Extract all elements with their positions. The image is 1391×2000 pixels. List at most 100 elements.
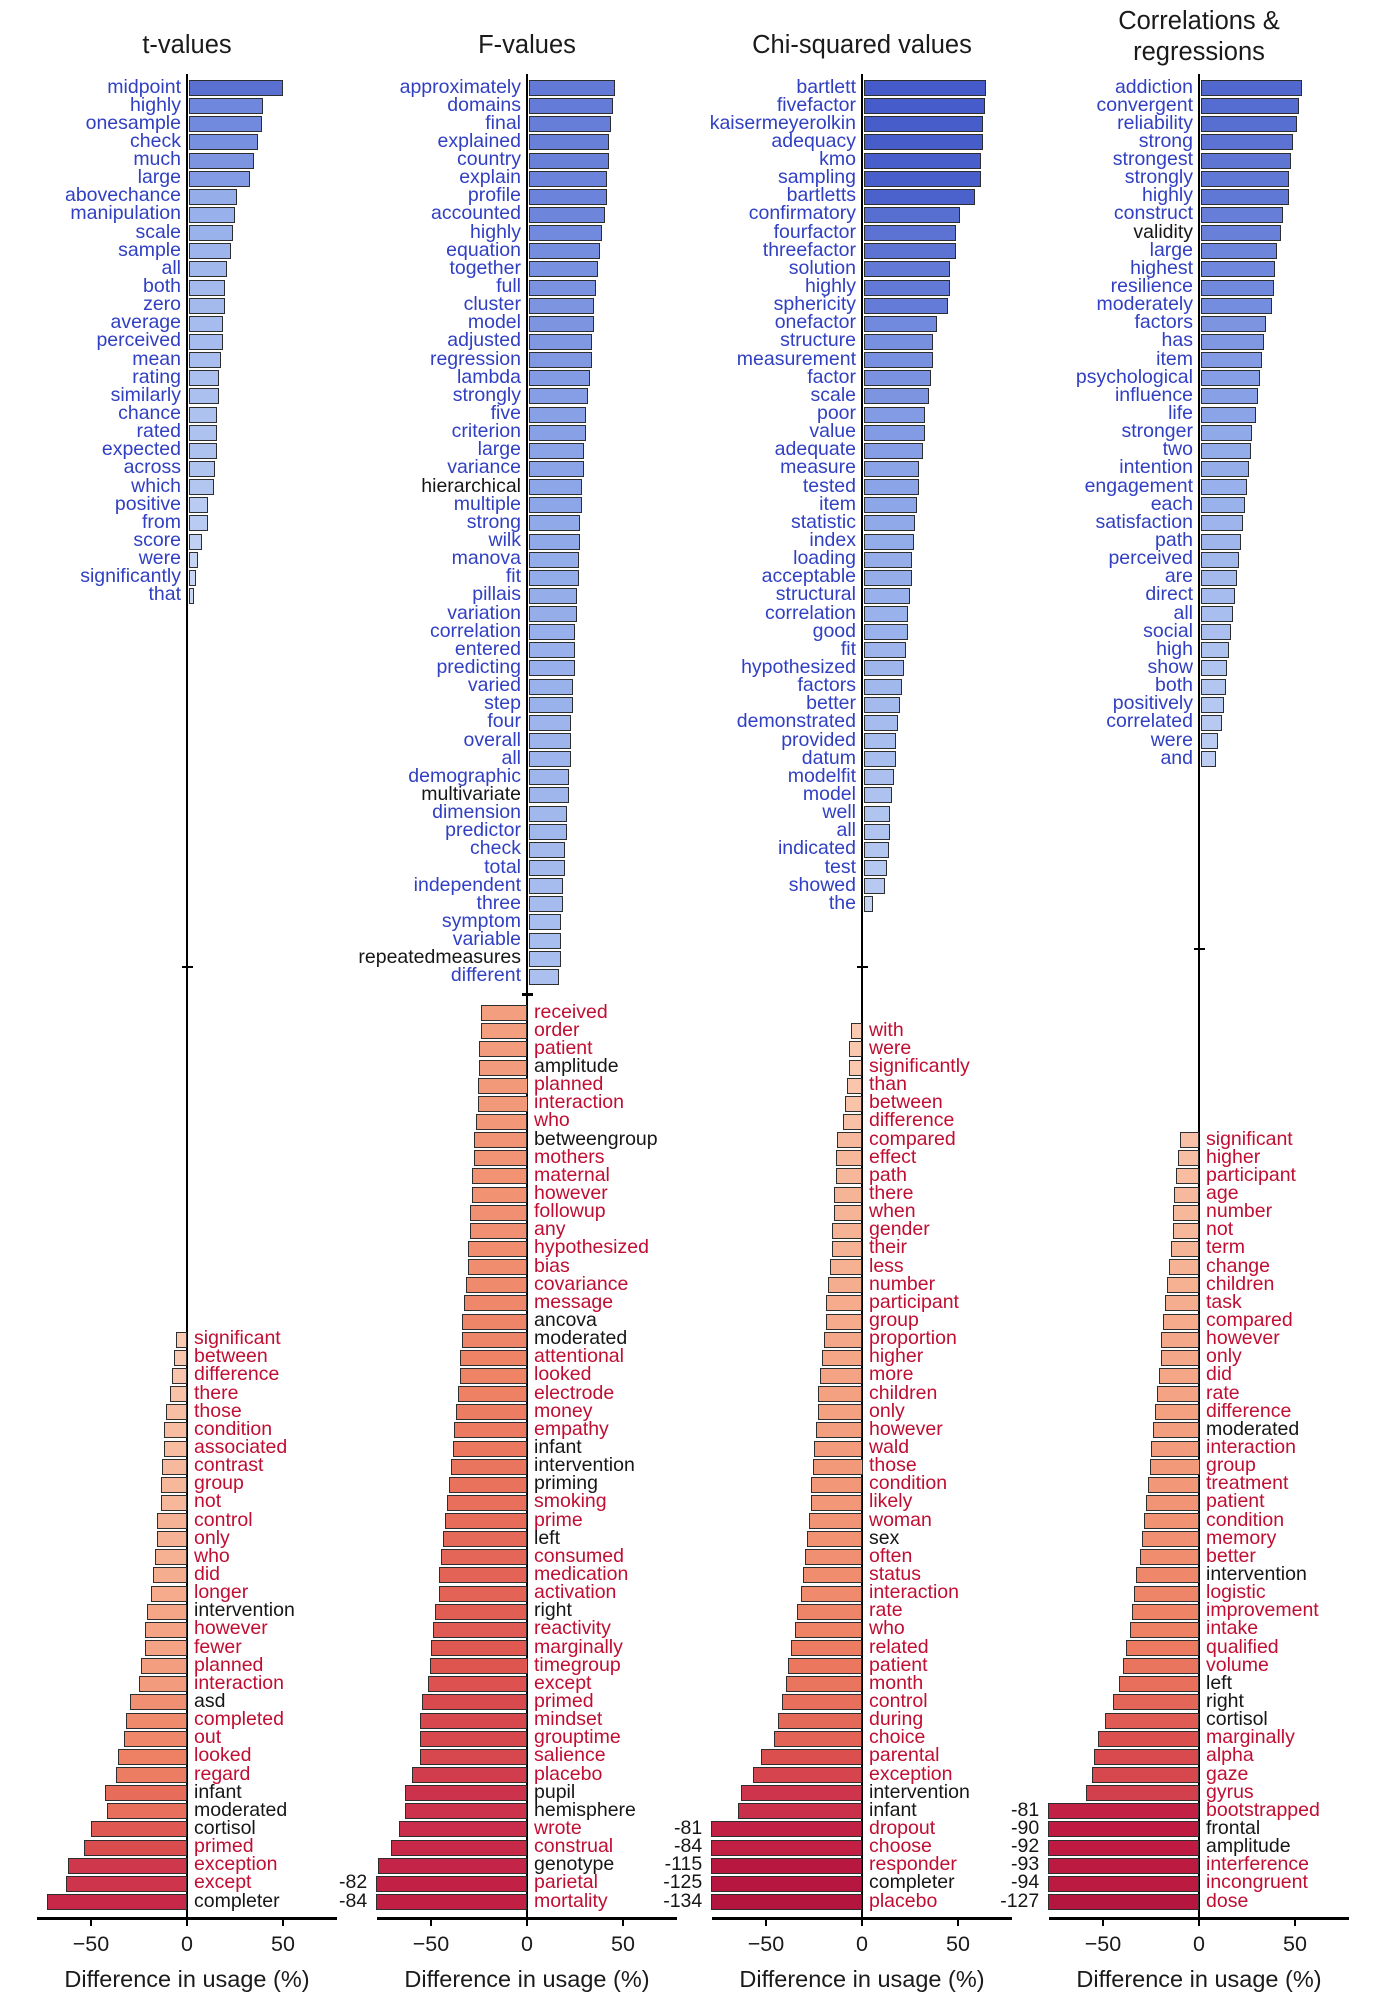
bar-label: construal <box>534 1835 614 1858</box>
bar-label: there <box>869 1182 914 1205</box>
bar <box>528 98 614 115</box>
bar <box>528 642 575 659</box>
zero-axis-line <box>525 74 529 1920</box>
bar <box>188 225 233 242</box>
bar <box>528 134 610 151</box>
bar <box>188 551 199 568</box>
bar-label: their <box>869 1236 907 1259</box>
bar <box>150 1585 188 1602</box>
bar <box>1200 479 1247 496</box>
bar <box>785 1676 863 1693</box>
bar <box>1172 1204 1200 1221</box>
bar-label: marginally <box>1206 1726 1295 1749</box>
bar <box>863 352 933 369</box>
bar-label: order <box>534 1018 580 1041</box>
bar <box>83 1839 188 1856</box>
bar-label: medication <box>534 1562 629 1585</box>
bar <box>467 1259 528 1276</box>
bar <box>1200 442 1251 459</box>
bar <box>824 1331 863 1348</box>
bar <box>528 515 581 532</box>
bar <box>777 1712 863 1729</box>
value-annotation: -93 <box>1011 1853 1040 1876</box>
bar-label: value <box>809 420 856 443</box>
bar <box>863 297 949 314</box>
bar <box>421 1694 528 1711</box>
axis-break-tick <box>181 965 193 969</box>
bar-label: reactivity <box>534 1617 611 1640</box>
bar <box>1047 1875 1200 1892</box>
bar <box>1132 1603 1200 1620</box>
bar <box>66 1875 188 1892</box>
bar <box>441 1549 528 1566</box>
bar <box>1200 225 1282 242</box>
bar <box>848 1059 863 1076</box>
bar-label: moderately <box>1096 293 1193 316</box>
bar-label: structure <box>780 329 856 352</box>
bar <box>175 1331 188 1348</box>
bar <box>91 1821 188 1838</box>
x-tick-label: −50 <box>412 1932 450 1956</box>
bar-label: effect <box>869 1145 917 1168</box>
bar <box>1122 1658 1200 1675</box>
bar-label: those <box>869 1454 917 1477</box>
bar-label: planned <box>194 1653 264 1676</box>
bar <box>528 279 596 296</box>
bar-label: wrote <box>534 1816 582 1839</box>
bar-label: patient <box>1206 1490 1265 1513</box>
bar-label: difference <box>1206 1399 1292 1422</box>
bar-label: treatment <box>1206 1472 1289 1495</box>
bar-label: factors <box>797 674 856 697</box>
bar-label: kaisermeyerolkin <box>709 111 856 134</box>
bar-label: model <box>802 782 856 805</box>
bar-label: exception <box>869 1762 953 1785</box>
bar <box>822 1349 863 1366</box>
bar <box>1200 315 1266 332</box>
bar-label: full <box>496 275 521 298</box>
bar <box>1047 1857 1200 1874</box>
bar-label: amplitude <box>1206 1835 1291 1858</box>
bar-label: demonstrated <box>736 710 856 733</box>
bar-label: total <box>484 855 521 878</box>
bar <box>431 1640 528 1657</box>
bar-label: both <box>143 275 181 298</box>
bar <box>791 1640 863 1657</box>
bar <box>833 1204 863 1221</box>
bar <box>446 1494 528 1511</box>
bar-label: strongly <box>452 383 521 406</box>
bar <box>1047 1839 1200 1856</box>
bar-label: genotype <box>534 1853 615 1876</box>
bar <box>863 479 920 496</box>
bar-label: message <box>534 1290 614 1313</box>
bar <box>806 1531 863 1548</box>
bar <box>528 569 579 586</box>
bar <box>528 225 602 242</box>
bar-label: indicated <box>777 837 856 860</box>
bar-label: measurement <box>736 347 856 370</box>
x-axis-tick <box>429 1917 433 1926</box>
bar <box>528 170 608 187</box>
bar-label: entered <box>454 637 521 660</box>
bar <box>188 134 258 151</box>
bar-label: provided <box>781 728 856 751</box>
bar <box>863 206 960 223</box>
bar <box>863 134 983 151</box>
bar-label: bartletts <box>786 184 856 207</box>
bar-label: salience <box>534 1744 606 1767</box>
bar <box>863 696 901 713</box>
bar-label: accounted <box>431 202 521 225</box>
bar-label: check <box>470 837 521 860</box>
bar-label: incongruent <box>1206 1871 1308 1894</box>
bar-label: five <box>490 402 521 425</box>
bar-label: cluster <box>463 293 521 316</box>
bar-label: stronger <box>1121 420 1193 443</box>
bar <box>375 1875 528 1892</box>
bar-label: reliability <box>1117 111 1193 134</box>
bar <box>833 1186 863 1203</box>
bar-label: parental <box>869 1744 940 1767</box>
bar <box>1168 1259 1200 1276</box>
bar-label: confirmatory <box>748 202 856 225</box>
bar-label: were <box>1150 728 1193 751</box>
bar <box>475 1113 528 1130</box>
bar <box>528 370 591 387</box>
